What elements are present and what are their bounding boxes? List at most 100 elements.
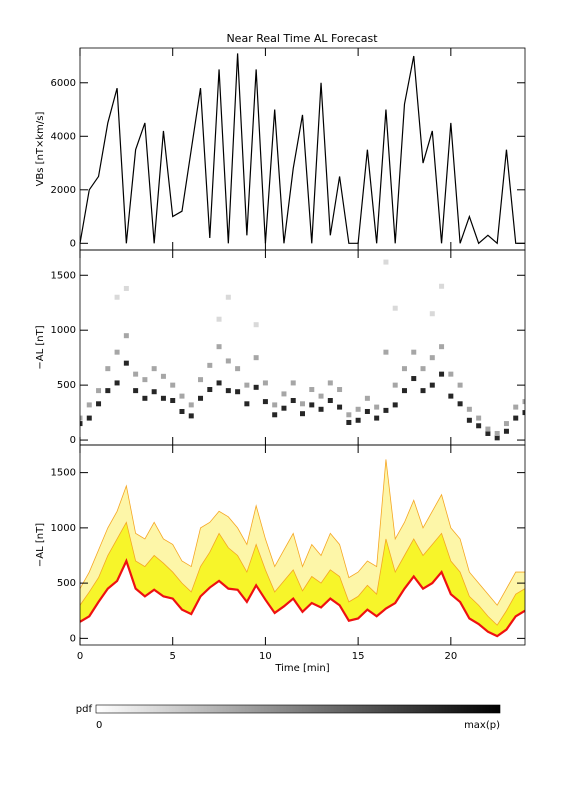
cell (262, 399, 268, 405)
cell (485, 430, 491, 436)
cell (253, 384, 259, 390)
cell (411, 376, 417, 382)
band (80, 522, 525, 637)
cell (96, 388, 102, 394)
y-tick-label: 1500 (51, 270, 76, 281)
cell (207, 387, 213, 393)
cell (401, 366, 407, 372)
cell (244, 401, 250, 407)
cell (86, 415, 92, 421)
cell (466, 406, 472, 412)
cell (105, 388, 111, 394)
x-tick-label: 15 (352, 651, 365, 662)
cell (383, 259, 389, 265)
y-tick-label: 500 (57, 380, 76, 391)
cell (401, 388, 407, 394)
cell (457, 382, 463, 388)
cell (80, 421, 83, 427)
cell (494, 435, 500, 441)
cell (281, 391, 287, 397)
cell (188, 402, 194, 408)
cell (207, 362, 213, 368)
band-edge (80, 521, 525, 626)
cell (290, 380, 296, 386)
cell (318, 406, 324, 412)
y-tick-label: 1000 (51, 523, 76, 534)
cell (123, 285, 129, 291)
cell (235, 389, 241, 395)
cell (364, 408, 370, 414)
cell (439, 344, 445, 350)
cell (300, 401, 305, 407)
y-axis-label: −AL [nT] (35, 523, 46, 567)
cell (198, 377, 204, 383)
cell (309, 387, 315, 393)
cell (309, 402, 315, 408)
y-tick-label: 0 (70, 633, 76, 644)
cell (346, 412, 352, 418)
cell (318, 393, 324, 399)
cell (522, 410, 525, 416)
cell (374, 404, 380, 410)
cell (457, 401, 463, 407)
cell (364, 395, 370, 401)
cell (420, 366, 426, 372)
cell (216, 380, 222, 386)
cell (513, 404, 519, 410)
cell (494, 430, 500, 436)
colorbar-tick-label: 0 (96, 720, 102, 731)
cell (151, 366, 157, 372)
band-edge (80, 459, 525, 606)
cell (86, 402, 92, 408)
cell (216, 344, 222, 350)
cell (253, 355, 259, 361)
y-tick-label: 1500 (51, 468, 76, 479)
cell (392, 382, 398, 388)
colorbar-label: pdf (76, 704, 93, 715)
cell (429, 355, 435, 361)
cell (337, 387, 343, 393)
x-tick-label: 10 (259, 651, 272, 662)
cell (123, 333, 129, 339)
cell (327, 380, 333, 386)
y-tick-label: 1000 (51, 325, 76, 336)
y-axis-label: −AL [nT] (35, 325, 46, 369)
y-tick-label: 2000 (51, 185, 76, 196)
x-axis-label: Time [min] (274, 663, 329, 674)
cell (80, 415, 83, 421)
cell (439, 371, 445, 377)
plot-frame (79, 444, 526, 646)
y-tick-label: 6000 (51, 78, 76, 89)
cell (151, 389, 157, 395)
y-tick-label: 4000 (51, 131, 76, 142)
cell (216, 316, 222, 322)
cell (429, 382, 435, 388)
x-tick-label: 0 (77, 651, 83, 662)
cell (142, 377, 148, 383)
cell (355, 417, 361, 423)
colorbar (95, 704, 501, 714)
median-line (80, 558, 525, 638)
cell (160, 395, 166, 401)
x-tick-label: 5 (170, 651, 176, 662)
cell (476, 423, 482, 429)
cell (448, 393, 454, 399)
cell (281, 405, 287, 411)
colorbar-tick-label: max(p) (464, 720, 500, 731)
cell (429, 311, 435, 317)
cell (235, 366, 241, 372)
cell (513, 415, 519, 421)
cell (485, 426, 491, 432)
cell (392, 305, 398, 311)
cell (225, 294, 231, 300)
cell (114, 294, 120, 300)
cell (225, 358, 231, 364)
cell (327, 398, 333, 404)
cell (355, 406, 361, 412)
cell (253, 322, 259, 328)
cell (114, 349, 120, 355)
cell (466, 417, 472, 423)
cell (170, 398, 176, 404)
cell (142, 395, 148, 401)
